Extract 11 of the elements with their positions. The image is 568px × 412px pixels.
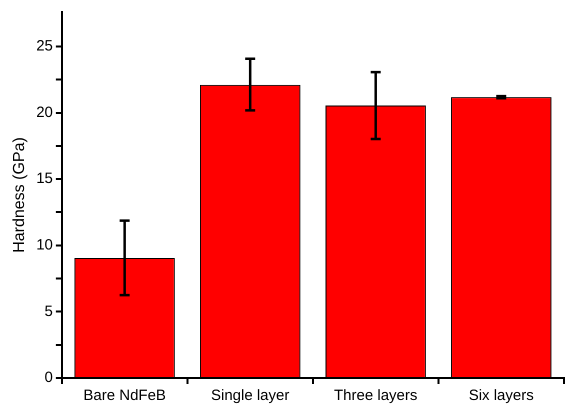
y-tick-label: 25 <box>36 38 53 55</box>
y-tick-label: 0 <box>44 369 53 386</box>
x-tick-label: Single layer <box>210 387 290 404</box>
x-tick-label: Six layers <box>468 387 534 404</box>
y-tick-label: 10 <box>36 236 53 254</box>
x-tick-label: Bare NdFeB <box>83 387 166 404</box>
y-tick-label: 5 <box>44 302 53 320</box>
y-tick-label: 20 <box>36 104 53 121</box>
x-tick-label: Three layers <box>334 387 418 404</box>
y-tick-label: 15 <box>36 170 53 188</box>
y-axis-title: Hardness (GPa) <box>11 137 28 253</box>
